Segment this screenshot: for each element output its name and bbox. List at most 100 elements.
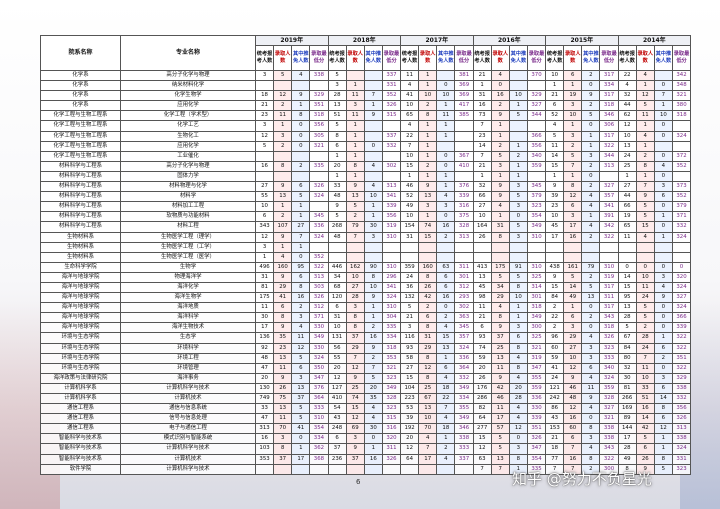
value-cell: 23 — [273, 342, 293, 354]
value-cell: 366 — [671, 312, 692, 324]
value-cell: 4 — [490, 302, 510, 314]
value-cell: 9 — [363, 110, 383, 122]
value-cell: 24 — [545, 372, 565, 384]
label-cell: 材料学 — [120, 191, 256, 203]
label-cell: 生物医学工程（工学） — [120, 241, 256, 253]
table-row: 智能科学与技术系 计算机科学与技术 103 8 1 362 37 9 1 311 12 7 2 333 12… — [40, 443, 692, 455]
label-cell: 海洋与地球学院 — [40, 302, 121, 314]
value-cell — [309, 170, 329, 183]
value-cell: 410 — [454, 160, 474, 172]
value-cell — [363, 241, 383, 253]
value-cell — [526, 120, 547, 132]
subcolumn-header: 统考报考人数 — [254, 45, 275, 71]
label-cell: 化学系 — [40, 90, 121, 102]
value-cell — [599, 241, 619, 253]
value-cell — [490, 251, 510, 263]
value-cell — [617, 241, 637, 253]
value-cell: 51 — [635, 392, 655, 405]
value-cell: 3 — [581, 150, 601, 162]
value-cell — [291, 463, 311, 475]
value-cell: 410 — [327, 392, 347, 405]
value-cell: 15 — [400, 160, 420, 172]
value-cell: 44 — [617, 100, 637, 112]
value-cell: 322 — [309, 261, 329, 273]
value-cell: 5 — [581, 281, 601, 294]
value-cell — [363, 69, 383, 82]
subcolumn-header: 其中推免人数 — [508, 45, 528, 71]
value-cell — [635, 241, 655, 253]
value-cell: 332 — [671, 392, 692, 405]
value-cell: 372 — [671, 150, 692, 162]
value-cell: 91 — [508, 261, 528, 273]
value-cell: 2 — [273, 211, 293, 223]
value-cell: 48 — [327, 191, 347, 203]
label-cell: 海洋与地球学院 — [40, 292, 121, 304]
value-cell: 3 — [436, 201, 456, 213]
value-cell: 3 — [490, 160, 510, 172]
value-cell — [490, 241, 510, 253]
value-cell: 30 — [363, 423, 383, 435]
value-cell: 82 — [472, 403, 492, 415]
value-cell: 59 — [545, 352, 565, 364]
value-cell: 11 — [490, 403, 510, 415]
value-cell: 5 — [490, 271, 510, 283]
value-cell: 10 — [635, 271, 655, 283]
value-cell: 49 — [400, 201, 420, 213]
value-cell: 303 — [309, 281, 329, 294]
label-cell: 生物医学工程（理学） — [120, 231, 256, 243]
value-cell: 15 — [545, 281, 565, 294]
value-cell — [345, 69, 365, 82]
value-cell: 21 — [400, 312, 420, 324]
label-cell: 计算机科学系 — [40, 382, 121, 395]
value-cell: 26 — [472, 231, 492, 243]
value-cell: 16 — [490, 90, 510, 102]
value-cell: 9 — [363, 292, 383, 304]
value-cell: 338 — [599, 433, 619, 445]
value-cell: 328 — [381, 392, 402, 405]
value-cell: 8 — [581, 423, 601, 435]
value-cell: 20 — [508, 382, 528, 395]
value-cell — [472, 241, 492, 253]
value-cell: 3 — [563, 130, 583, 142]
value-cell: 8 — [508, 453, 528, 465]
label-cell: 海洋地质 — [120, 302, 256, 314]
value-cell: 335 — [526, 463, 547, 475]
value-cell: 14 — [617, 271, 637, 283]
value-cell: 10 — [635, 372, 655, 384]
value-cell — [526, 80, 547, 92]
value-cell: 301 — [454, 271, 474, 283]
value-cell: 277 — [472, 423, 492, 435]
value-cell: 321 — [526, 342, 547, 354]
value-cell: 8 — [635, 160, 655, 172]
value-cell: 15 — [545, 160, 565, 172]
table-row: 材料科学与工程系 材料学 55 13 5 324 48 13 10 341 52 13 4 339 66 9 5… — [40, 191, 692, 203]
subcolumn-header: 录取最低分 — [381, 45, 402, 71]
value-cell: 15 — [345, 403, 365, 415]
value-cell: 6 — [291, 181, 311, 193]
value-cell: 41 — [291, 423, 311, 435]
value-cell: 1 — [472, 170, 492, 183]
value-cell: 10 — [345, 271, 365, 283]
value-cell: 1 — [472, 80, 492, 92]
value-cell: 164 — [472, 221, 492, 233]
value-cell — [454, 463, 474, 475]
value-cell: 5 — [490, 443, 510, 455]
value-cell: 12 — [653, 423, 673, 435]
value-cell: 7 — [635, 181, 655, 193]
value-cell: 351 — [671, 352, 692, 364]
label-cell: 工业催化 — [120, 150, 256, 162]
value-cell: 323 — [671, 463, 692, 475]
value-cell: 7 — [472, 120, 492, 132]
value-cell — [327, 241, 347, 253]
value-cell: 346 — [454, 423, 474, 435]
value-cell: 322 — [599, 453, 619, 465]
value-cell: 0 — [581, 80, 601, 92]
value-cell — [345, 251, 365, 263]
value-cell: 3 — [653, 372, 673, 384]
value-cell: 74 — [345, 392, 365, 405]
value-cell: 4 — [581, 201, 601, 213]
value-cell: 20 — [400, 433, 420, 445]
value-cell: 54 — [327, 403, 347, 415]
value-cell: 0 — [363, 140, 383, 152]
value-cell: 45 — [545, 221, 565, 233]
